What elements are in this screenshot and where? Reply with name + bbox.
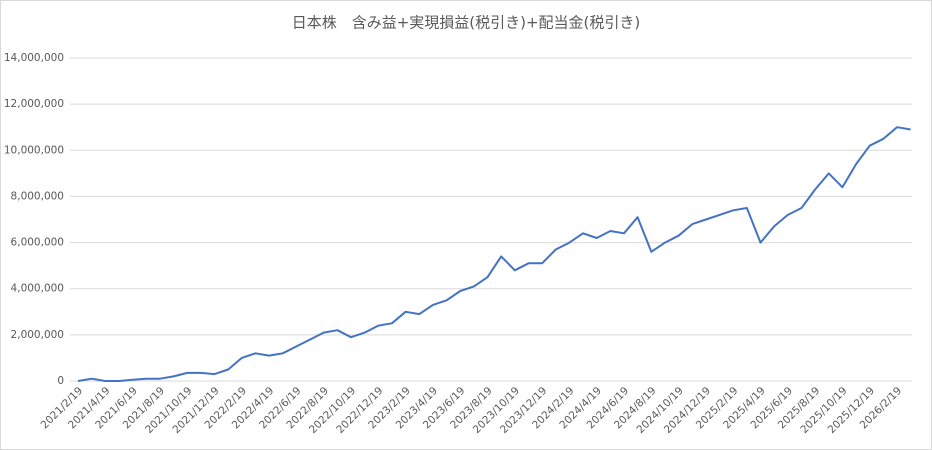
- y-tick-label: 2,000,000: [11, 329, 64, 341]
- y-tick-label: 4,000,000: [11, 283, 64, 295]
- data-line: [77, 126, 911, 382]
- y-tick-label: 6,000,000: [11, 237, 64, 249]
- y-tick-label: 8,000,000: [11, 190, 64, 202]
- y-tick-label: 12,000,000: [4, 98, 64, 110]
- y-tick-label: 10,000,000: [4, 144, 64, 156]
- y-tick-label: 14,000,000: [4, 52, 64, 64]
- chart-title: 日本株 含み益+実現損益(税引き)+配当金(税引き): [292, 14, 641, 32]
- y-tick-label: 0: [57, 375, 64, 387]
